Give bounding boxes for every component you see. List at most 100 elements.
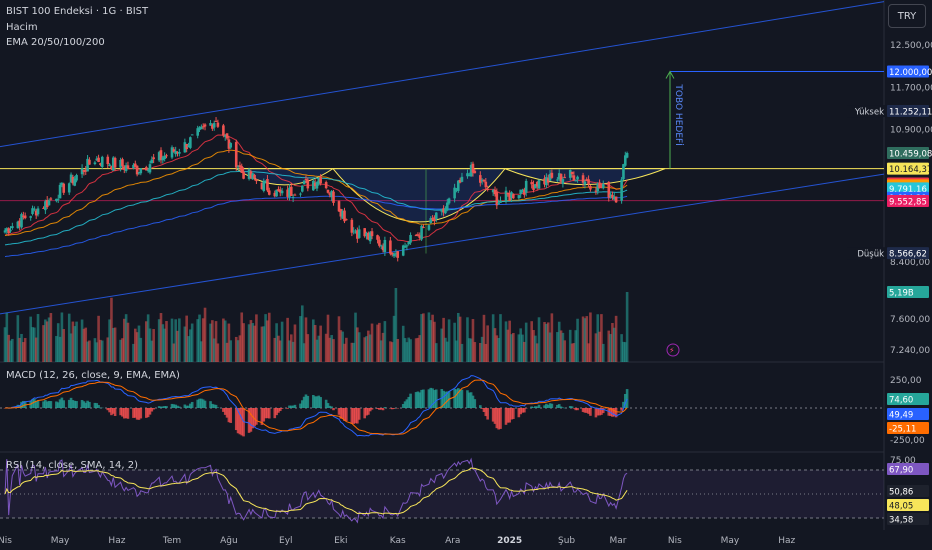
volume-bar — [293, 324, 297, 362]
volume-bar — [370, 323, 374, 362]
volume-bar — [341, 331, 344, 362]
macd-histogram-bar — [44, 400, 47, 408]
candle — [405, 245, 409, 247]
candle — [306, 179, 310, 189]
candle — [550, 172, 554, 178]
time-axis-label: May — [721, 536, 740, 546]
candle — [574, 180, 578, 182]
macd-histogram-bar — [367, 408, 370, 415]
macd-tag-value: 74,60 — [889, 396, 913, 406]
volume-bar — [524, 322, 528, 362]
macd-histogram-bar — [495, 408, 499, 429]
volume-bar — [31, 327, 34, 362]
macd-histogram-bar — [229, 408, 233, 423]
volume-bar — [253, 325, 256, 362]
volume-bar — [124, 314, 128, 362]
macd-histogram-bar — [288, 405, 291, 408]
time-axis-label: Eyl — [279, 536, 293, 546]
volume-bar — [548, 332, 552, 362]
candle — [56, 198, 60, 200]
candle — [583, 181, 587, 185]
macd-histogram-bar — [594, 408, 598, 418]
candle — [159, 150, 163, 160]
volume-bar — [266, 320, 269, 362]
macd-histogram-bar — [304, 394, 308, 408]
macd-histogram-bar — [537, 404, 541, 408]
volume-bar — [178, 318, 181, 362]
volume-bar — [97, 315, 100, 362]
volume-bar — [23, 338, 27, 362]
ema-200-line — [4, 195, 628, 258]
macd-histogram-bar — [211, 403, 214, 408]
candle — [581, 175, 585, 183]
macd-histogram-bar — [126, 408, 130, 419]
volume-bar — [427, 312, 431, 362]
volume-bar — [431, 314, 434, 362]
volume-bar — [343, 343, 346, 362]
volume-bar — [198, 314, 201, 362]
candle — [242, 171, 245, 179]
volume-bar — [433, 321, 436, 362]
price-axis-label: 10.900,00 — [890, 126, 932, 136]
volume-bar — [260, 326, 264, 362]
macd-histogram-bar — [286, 408, 289, 409]
candle — [42, 207, 45, 209]
volume-bar — [249, 320, 253, 362]
macd-legend: MACD (12, 26, close, 9, EMA, EMA) — [6, 370, 180, 381]
macd-histogram-bar — [414, 392, 418, 408]
macd-histogram-bar — [330, 406, 333, 408]
macd-histogram-bar — [161, 406, 165, 408]
time-axis-label: 2025 — [497, 536, 522, 546]
volume-bar — [407, 337, 411, 362]
currency-selector[interactable]: TRY — [888, 4, 926, 28]
time-axis-label: Şub — [558, 536, 575, 546]
macd-histogram-bar — [556, 404, 559, 408]
volume-bar — [80, 319, 84, 362]
candle — [499, 200, 502, 203]
volume-bar — [381, 332, 385, 362]
macd-histogram-bar — [132, 408, 135, 418]
macd-histogram-bar — [394, 407, 398, 409]
macd-histogram-bar — [49, 401, 53, 408]
volume-bar — [126, 322, 130, 362]
volume-bar — [289, 334, 293, 362]
candle — [589, 186, 592, 190]
candle — [176, 152, 179, 154]
price-tag-value: 8.566,62 — [889, 250, 927, 260]
candle — [18, 220, 21, 227]
macd-histogram-bar — [600, 408, 603, 415]
volume-bar — [543, 322, 546, 362]
macd-histogram-bar — [376, 408, 379, 409]
macd-histogram-bar — [212, 404, 216, 408]
volume-bar — [110, 297, 113, 362]
volume-bar — [209, 323, 212, 362]
macd-histogram-bar — [368, 408, 372, 412]
candle — [304, 179, 308, 181]
rsi-tag — [887, 513, 929, 525]
candle — [545, 177, 548, 186]
volume-bar — [42, 325, 45, 362]
macd-histogram-bar — [598, 408, 601, 416]
macd-histogram-bar — [135, 408, 139, 420]
volume-bar — [108, 319, 111, 362]
candle — [16, 221, 20, 229]
candle — [332, 191, 335, 203]
volume-bar — [583, 318, 587, 362]
macd-histogram-bar — [209, 401, 212, 408]
candle — [55, 198, 58, 201]
candle — [255, 179, 258, 182]
macd-histogram-bar — [260, 408, 264, 425]
macd-histogram-bar — [214, 404, 218, 408]
macd-tag — [887, 408, 929, 420]
volume-bar — [473, 342, 477, 362]
volume-bar — [379, 340, 383, 362]
candle — [378, 239, 381, 246]
volume-bar — [306, 334, 310, 362]
candle — [315, 182, 319, 189]
macd-histogram-bar — [203, 400, 207, 408]
macd-histogram-bar — [612, 408, 616, 417]
volume-bar — [460, 343, 464, 362]
flash-icon-glyph: ⚡ — [669, 346, 675, 355]
candle — [622, 164, 625, 180]
